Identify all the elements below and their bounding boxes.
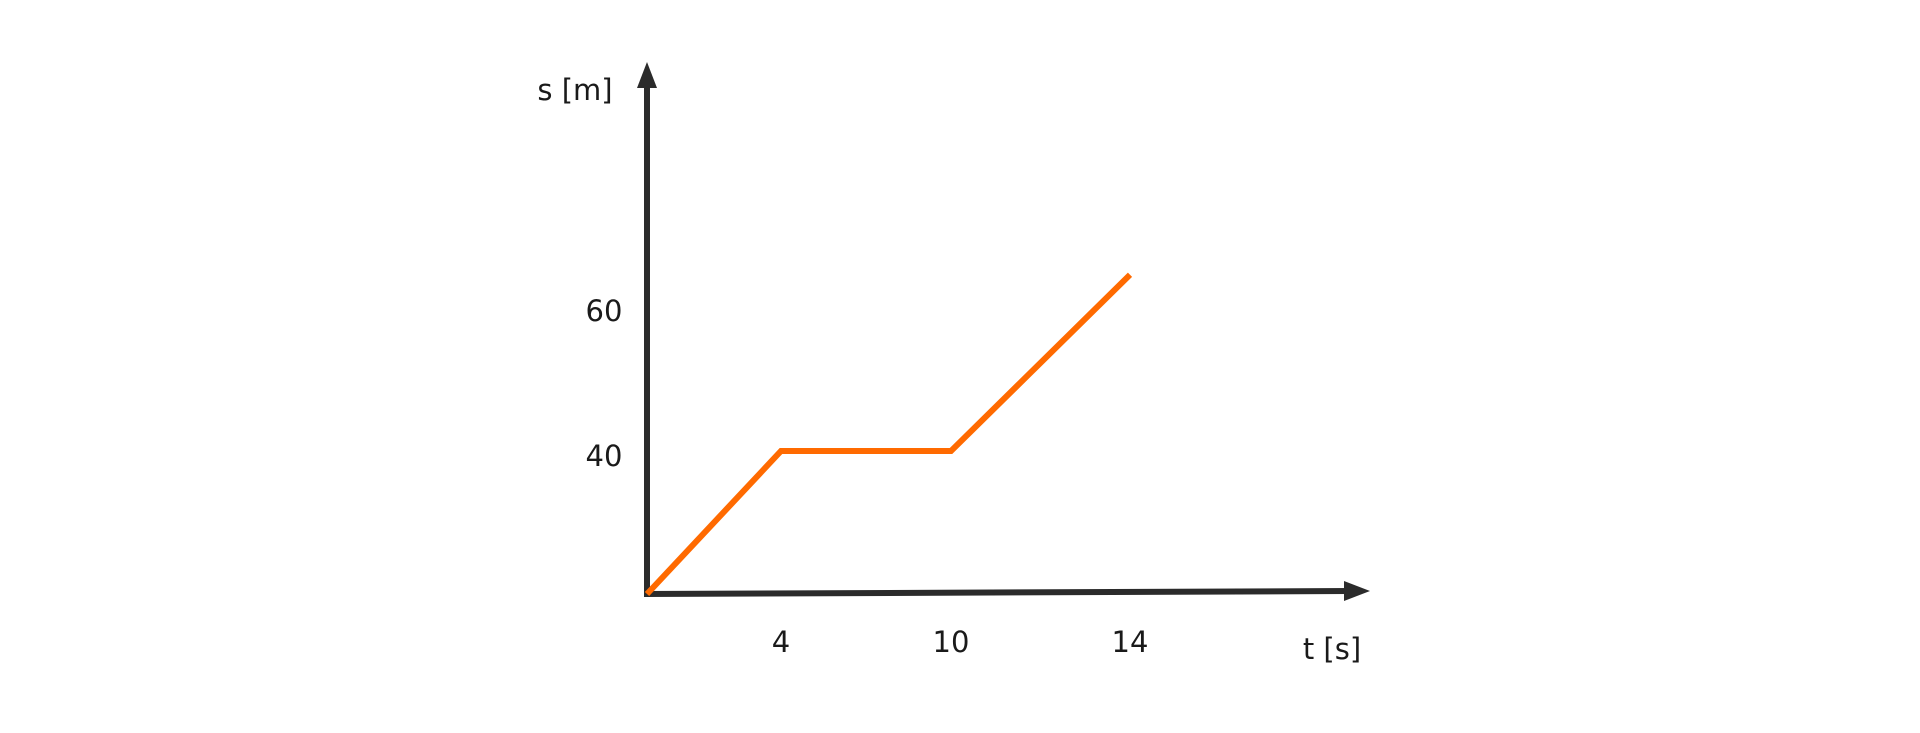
x-axis-line bbox=[644, 591, 1350, 594]
y-tick-label: 40 bbox=[586, 439, 623, 473]
y-axis-arrow bbox=[637, 62, 657, 88]
axes bbox=[637, 62, 1370, 601]
series-line bbox=[647, 275, 1130, 594]
y-tick-label: 60 bbox=[586, 294, 623, 328]
x-axis-label: t [s] bbox=[1303, 632, 1361, 666]
x-axis-arrow bbox=[1344, 581, 1370, 601]
x-tick-label: 10 bbox=[933, 625, 970, 659]
x-tick-label: 14 bbox=[1112, 625, 1149, 659]
y-axis-label: s [m] bbox=[537, 73, 612, 107]
plot-area bbox=[647, 275, 1130, 594]
x-tick-label: 4 bbox=[772, 625, 790, 659]
